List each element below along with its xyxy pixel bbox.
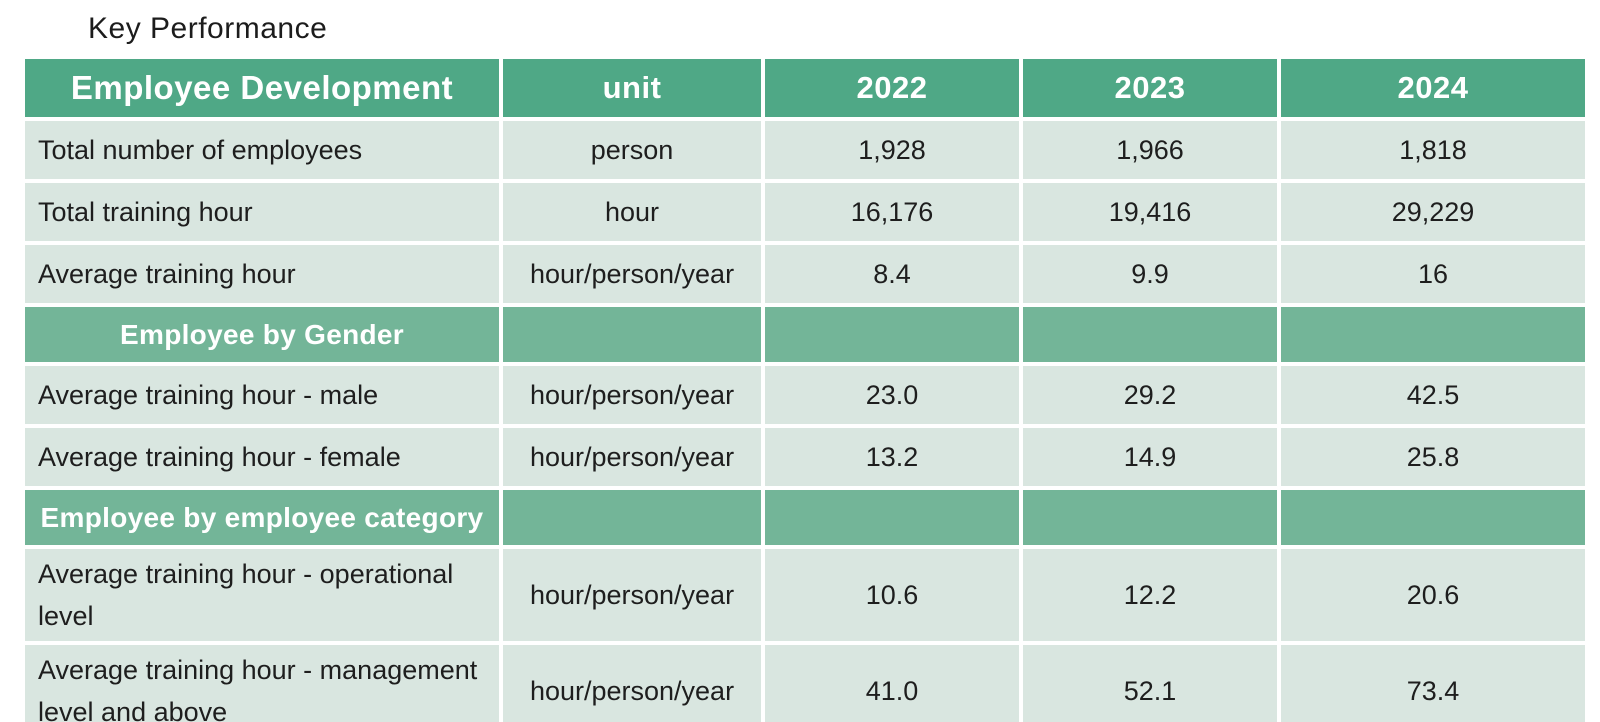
key-performance-table: Employee Development unit 2022 2023 2024…: [21, 55, 1589, 722]
unit-cell: hour/person/year: [499, 362, 765, 428]
column-header-unit: unit: [499, 55, 765, 121]
row-label: Total training hour: [21, 179, 503, 245]
value-cell-2022: 1,928: [761, 117, 1023, 183]
table-body: Total number of employees person 1,928 1…: [21, 117, 1589, 722]
section-empty-cell: [499, 303, 765, 366]
table-header: Employee Development unit 2022 2023 2024: [21, 55, 1589, 121]
value-cell-2024: 25.8: [1277, 424, 1589, 490]
value-cell-2023: 14.9: [1019, 424, 1281, 490]
table-row-total-employees: Total number of employees person 1,928 1…: [21, 117, 1589, 183]
section-empty-cell: [1277, 486, 1589, 549]
value-cell-2023: 12.2: [1019, 545, 1281, 645]
unit-cell: hour/person/year: [499, 424, 765, 490]
value-cell-2024: 73.4: [1277, 641, 1589, 722]
value-cell-2023: 1,966: [1019, 117, 1281, 183]
unit-cell: person: [499, 117, 765, 183]
value-cell-2023: 29.2: [1019, 362, 1281, 428]
value-cell-2024: 42.5: [1277, 362, 1589, 428]
section-empty-cell: [761, 303, 1023, 366]
value-cell-2024: 29,229: [1277, 179, 1589, 245]
column-header-employee-development: Employee Development: [21, 55, 503, 121]
table-row-average-training-hour: Average training hour hour/person/year 8…: [21, 241, 1589, 307]
row-label: Total number of employees: [21, 117, 503, 183]
header-row: Employee Development unit 2022 2023 2024: [21, 55, 1589, 121]
unit-cell: hour: [499, 179, 765, 245]
value-cell-2024: 20.6: [1277, 545, 1589, 645]
table-row-average-training-hour-female: Average training hour - female hour/pers…: [21, 424, 1589, 490]
value-cell-2024: 1,818: [1277, 117, 1589, 183]
value-cell-2024: 16: [1277, 241, 1589, 307]
row-label: Average training hour: [21, 241, 503, 307]
section-label: Employee by employee category: [21, 486, 503, 549]
section-empty-cell: [761, 486, 1023, 549]
value-cell-2022: 13.2: [761, 424, 1023, 490]
section-empty-cell: [1277, 303, 1589, 366]
section-empty-cell: [499, 486, 765, 549]
table-row-average-training-hour-management: Average training hour - management level…: [21, 641, 1589, 722]
section-row-employee-by-gender: Employee by Gender: [21, 303, 1589, 366]
row-label: Average training hour - management level…: [21, 641, 503, 722]
unit-cell: hour/person/year: [499, 241, 765, 307]
value-cell-2022: 23.0: [761, 362, 1023, 428]
column-header-2022: 2022: [761, 55, 1023, 121]
value-cell-2022: 41.0: [761, 641, 1023, 722]
table-row-average-training-hour-operational: Average training hour - operational leve…: [21, 545, 1589, 645]
row-label: Average training hour - operational leve…: [21, 545, 503, 645]
column-header-2023: 2023: [1019, 55, 1281, 121]
row-label: Average training hour - male: [21, 362, 503, 428]
table-row-average-training-hour-male: Average training hour - male hour/person…: [21, 362, 1589, 428]
value-cell-2022: 10.6: [761, 545, 1023, 645]
section-row-employee-by-category: Employee by employee category: [21, 486, 1589, 549]
column-header-2024: 2024: [1277, 55, 1589, 121]
section-label: Employee by Gender: [21, 303, 503, 366]
row-label: Average training hour - female: [21, 424, 503, 490]
section-empty-cell: [1019, 303, 1281, 366]
table-row-total-training-hour: Total training hour hour 16,176 19,416 2…: [21, 179, 1589, 245]
page-title: Key Performance: [88, 12, 328, 45]
value-cell-2023: 19,416: [1019, 179, 1281, 245]
value-cell-2022: 16,176: [761, 179, 1023, 245]
unit-cell: hour/person/year: [499, 641, 765, 722]
value-cell-2023: 9.9: [1019, 241, 1281, 307]
unit-cell: hour/person/year: [499, 545, 765, 645]
value-cell-2023: 52.1: [1019, 641, 1281, 722]
value-cell-2022: 8.4: [761, 241, 1023, 307]
section-empty-cell: [1019, 486, 1281, 549]
